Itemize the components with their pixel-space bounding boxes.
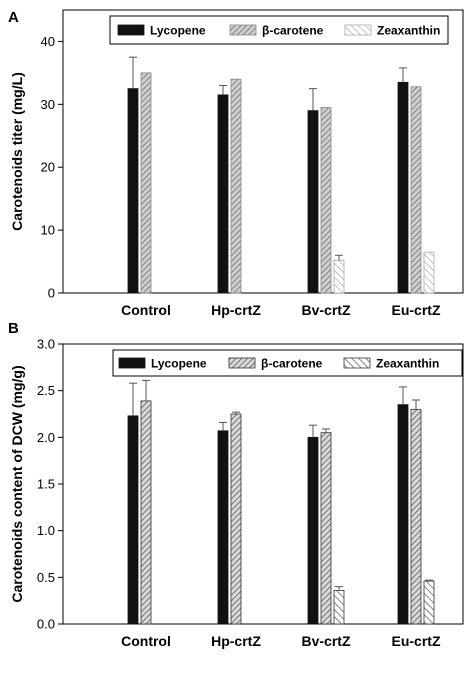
bar-carotene <box>410 408 422 625</box>
bar-zeaxanthin <box>423 251 435 294</box>
y-tick-label: 10 <box>41 223 55 238</box>
y-tick-label: 0 <box>48 286 55 301</box>
legend-swatch <box>343 357 371 369</box>
bar-lycopene <box>217 430 229 625</box>
bar-carotene <box>410 86 422 294</box>
plot-frame <box>62 9 464 294</box>
bar-lycopene <box>217 94 229 294</box>
bar-zeaxanthin <box>333 259 345 294</box>
category-label: Eu-crtZ <box>392 633 441 649</box>
bar-lycopene <box>127 415 139 625</box>
bar-lycopene <box>127 88 139 294</box>
y-tick-label: 2.5 <box>37 383 55 398</box>
category-label: Bv-crtZ <box>301 633 350 649</box>
legend-swatch <box>117 24 145 36</box>
y-tick-label: 40 <box>41 34 55 49</box>
chart-panel-a: 0 10 20 30 40 Carotenoids titer (mg/L) Control… <box>9 9 464 318</box>
legend-label: Zeaxanthin <box>377 24 440 38</box>
bar-carotene <box>140 400 152 625</box>
legend-label: β-carotene <box>262 24 324 38</box>
panel-label-a: A <box>8 9 19 26</box>
bar-carotene <box>230 78 242 294</box>
bar-zeaxanthin <box>423 580 435 625</box>
y-tick-label: 30 <box>41 97 55 112</box>
bar-lycopene <box>397 404 409 625</box>
legend-box <box>112 349 463 377</box>
y-tick-label: 1.5 <box>37 477 55 492</box>
y-axis-label: Carotenoids titer (mg/L) <box>9 72 25 231</box>
legend-swatch <box>344 24 372 36</box>
legend-label: β-carotene <box>261 357 323 371</box>
bar-carotene <box>320 107 332 294</box>
category-label: Control <box>121 633 171 649</box>
y-tick-label: 0.0 <box>37 617 55 632</box>
bar-carotene <box>320 432 332 625</box>
bar-lycopene <box>307 110 319 294</box>
legend-label: Zeaxanthin <box>376 357 439 371</box>
bar-zeaxanthin <box>333 590 345 625</box>
y-tick-label: 0.5 <box>37 570 55 585</box>
category-label: Hp-crtZ <box>211 633 261 649</box>
legend-label: Lycopene <box>150 24 206 38</box>
bar-carotene <box>230 413 242 625</box>
y-tick-label: 3.0 <box>37 337 55 352</box>
chart-panel-b: 0.0 0.5 1.0 1.5 2.0 2.5 3.0 Carotenoids content… <box>9 337 464 649</box>
panel-label-b: B <box>8 320 19 337</box>
legend-box <box>109 15 449 45</box>
legend-swatch <box>229 24 257 36</box>
legend-swatch <box>228 357 256 369</box>
y-tick-label: 1.0 <box>37 523 55 538</box>
y-tick-label: 2.0 <box>37 430 55 445</box>
y-tick-label: 20 <box>41 160 55 175</box>
legend-swatch <box>118 357 146 369</box>
category-label: Bv-crtZ <box>301 302 350 318</box>
bar-carotene <box>140 72 152 294</box>
bar-lycopene <box>307 436 319 625</box>
y-axis-label: Carotenoids content of DCW (mg/g) <box>9 365 25 602</box>
bar-lycopene <box>397 81 409 294</box>
category-label: Control <box>121 302 171 318</box>
category-label: Hp-crtZ <box>211 302 261 318</box>
category-label: Eu-crtZ <box>392 302 441 318</box>
legend-label: Lycopene <box>151 357 207 371</box>
